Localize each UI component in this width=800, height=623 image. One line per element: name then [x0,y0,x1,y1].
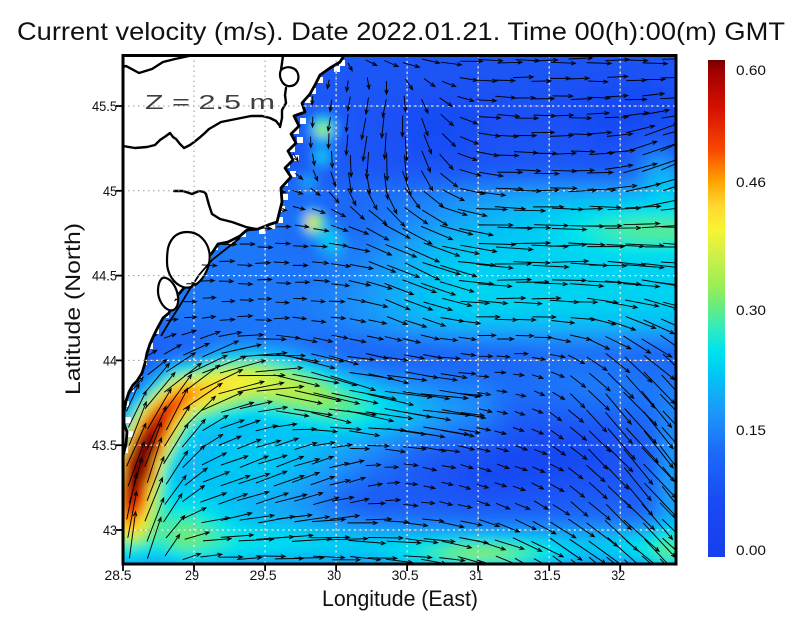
svg-text:31.5: 31.5 [534,567,561,583]
svg-text:29.5: 29.5 [250,567,277,583]
svg-text:32: 32 [611,567,625,583]
svg-text:45.5: 45.5 [92,98,117,114]
svg-text:30: 30 [327,567,341,583]
svg-text:28.5: 28.5 [105,567,132,583]
svg-text:31: 31 [469,567,483,583]
svg-text:29: 29 [185,567,199,583]
svg-text:45: 45 [103,183,117,199]
svg-text:Latitude (North): Latitude (North) [62,223,85,395]
svg-text:43.5: 43.5 [92,437,117,453]
svg-text:Z = 2.5 m: Z = 2.5 m [145,92,275,114]
svg-text:43: 43 [103,522,117,538]
svg-text:Longitude (East): Longitude (East) [322,586,478,611]
svg-text:0.00: 0.00 [736,542,766,558]
svg-text:0.15: 0.15 [736,422,766,438]
svg-text:0.30: 0.30 [736,302,766,318]
svg-text:30.5: 30.5 [392,567,419,583]
svg-text:Current velocity (m/s). Date 2: Current velocity (m/s). Date 2022.01.21.… [17,18,785,46]
svg-text:0.46: 0.46 [736,174,766,190]
svg-text:44: 44 [103,352,117,368]
svg-text:0.60: 0.60 [736,62,766,78]
svg-text:44.5: 44.5 [92,268,117,284]
